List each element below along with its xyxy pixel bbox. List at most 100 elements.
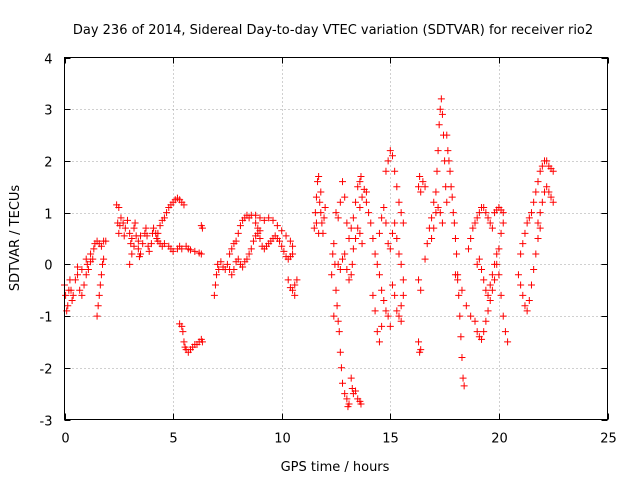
data-point bbox=[478, 335, 486, 343]
data-point bbox=[343, 219, 351, 227]
data-point bbox=[354, 183, 362, 191]
data-point bbox=[345, 235, 353, 242]
data-point bbox=[417, 346, 425, 354]
data-point bbox=[501, 328, 509, 336]
data-point bbox=[462, 302, 470, 310]
data-point bbox=[399, 291, 407, 299]
x-tick-label: 25 bbox=[600, 432, 617, 447]
data-point bbox=[444, 147, 452, 155]
data-point bbox=[236, 222, 244, 230]
grid bbox=[64, 57, 608, 420]
data-point bbox=[74, 271, 82, 279]
data-point bbox=[386, 322, 394, 330]
data-point bbox=[315, 229, 323, 237]
data-point bbox=[447, 183, 455, 191]
data-point bbox=[399, 219, 407, 227]
data-point bbox=[527, 209, 535, 217]
data-point bbox=[378, 286, 386, 294]
data-point bbox=[315, 172, 323, 180]
data-point bbox=[329, 250, 337, 258]
data-point bbox=[532, 250, 540, 258]
data-point bbox=[534, 219, 542, 227]
data-point bbox=[395, 250, 403, 258]
data-point bbox=[484, 291, 492, 299]
data-point bbox=[223, 260, 231, 268]
data-point bbox=[352, 235, 360, 242]
data-point bbox=[473, 260, 481, 268]
data-point bbox=[349, 245, 357, 253]
data-point bbox=[232, 237, 240, 245]
data-point bbox=[436, 105, 444, 113]
data-point bbox=[384, 157, 392, 165]
data-point bbox=[391, 219, 399, 227]
data-point bbox=[448, 193, 456, 201]
data-point bbox=[415, 276, 423, 284]
data-point bbox=[178, 245, 186, 253]
data-point bbox=[97, 271, 105, 279]
data-point bbox=[499, 219, 507, 227]
data-point bbox=[234, 229, 242, 237]
data-point bbox=[545, 188, 553, 196]
y-tick-label: 4 bbox=[44, 53, 52, 68]
data-point bbox=[341, 193, 349, 201]
data-point bbox=[382, 307, 390, 315]
data-point bbox=[293, 276, 301, 284]
data-point bbox=[421, 255, 429, 263]
data-point bbox=[393, 307, 401, 315]
data-point bbox=[436, 209, 444, 217]
data-point bbox=[328, 271, 336, 279]
data-point bbox=[68, 297, 76, 305]
data-point bbox=[415, 183, 423, 191]
data-point bbox=[386, 245, 394, 253]
data-point bbox=[343, 266, 351, 274]
data-point bbox=[443, 198, 451, 206]
data-point bbox=[497, 229, 505, 237]
data-point bbox=[473, 328, 481, 336]
data-point bbox=[504, 338, 512, 346]
data-point bbox=[386, 147, 394, 155]
data-point bbox=[480, 276, 488, 284]
data-point bbox=[119, 219, 127, 227]
data-point bbox=[517, 281, 525, 289]
data-point bbox=[549, 198, 557, 206]
data-point bbox=[334, 317, 342, 325]
y-axis-label: SDTVAR / TECUs bbox=[8, 185, 23, 292]
data-point bbox=[434, 203, 442, 211]
data-point bbox=[369, 291, 377, 299]
data-point bbox=[527, 281, 535, 289]
data-point bbox=[499, 209, 507, 217]
x-tick-label: 20 bbox=[491, 432, 508, 447]
data-point bbox=[126, 229, 134, 237]
data-point bbox=[395, 312, 403, 320]
data-point bbox=[388, 229, 396, 237]
data-point bbox=[156, 222, 164, 230]
data-point bbox=[139, 240, 147, 248]
data-point bbox=[373, 260, 381, 268]
data-point bbox=[495, 245, 503, 253]
y-tick-label: 1 bbox=[44, 208, 52, 223]
data-point bbox=[94, 302, 102, 310]
data-point bbox=[523, 219, 531, 227]
data-point bbox=[469, 224, 477, 232]
data-point bbox=[317, 209, 325, 217]
data-point bbox=[445, 157, 453, 165]
data-point bbox=[160, 240, 168, 248]
data-point bbox=[380, 203, 388, 211]
data-point bbox=[163, 209, 171, 217]
data-point bbox=[198, 224, 206, 232]
data-point bbox=[373, 328, 381, 336]
data-point bbox=[438, 110, 446, 118]
data-point bbox=[536, 209, 544, 217]
data-point bbox=[486, 281, 494, 289]
data-point bbox=[530, 198, 538, 206]
data-point bbox=[280, 247, 288, 255]
data-point bbox=[82, 255, 90, 263]
data-point bbox=[358, 193, 366, 201]
data-point bbox=[486, 297, 494, 305]
data-point bbox=[525, 214, 533, 222]
data-point bbox=[543, 157, 551, 165]
x-tick-label: 10 bbox=[274, 432, 291, 447]
data-point bbox=[336, 348, 344, 356]
data-point bbox=[432, 188, 440, 196]
